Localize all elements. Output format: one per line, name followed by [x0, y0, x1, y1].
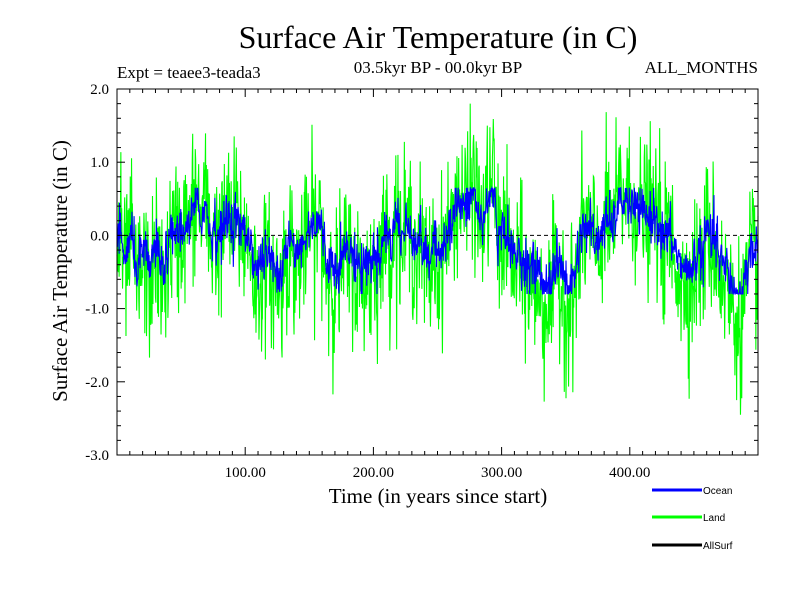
y-tick-label: -1.0 — [85, 302, 109, 318]
x-tick-labels: 100.00 200.00 300.00 400.00 — [225, 465, 651, 481]
x-tick-label: 400.00 — [609, 465, 650, 481]
y-axis-label: Surface Air Temperature (in C) — [48, 140, 72, 402]
series-ocean — [116, 185, 759, 296]
x-tick-label: 300.00 — [481, 465, 522, 481]
legend-label-land: Land — [703, 513, 725, 524]
chart-title: Surface Air Temperature (in C) — [239, 19, 638, 55]
y-tick-labels: 2.0 1.0 0.0 -1.0 -2.0 -3.0 — [85, 82, 109, 464]
y-tick-label: 0.0 — [90, 228, 109, 244]
x-tick-label: 200.00 — [353, 465, 394, 481]
plot-area: 100.00 200.00 300.00 400.00 2.0 1.0 0.0 -1.0 -2… — [85, 82, 759, 481]
legend-label-ocean: Ocean — [703, 486, 732, 497]
y-minor-ticks — [117, 88, 758, 456]
legend: Ocean Land AllSurf — [652, 486, 733, 552]
y-tick-label: 2.0 — [90, 82, 109, 98]
y-tick-label: -3.0 — [85, 448, 109, 464]
experiment-label: Expt = teaee3-teada3 — [117, 63, 261, 82]
series-line-land — [116, 103, 759, 415]
x-tick-label: 100.00 — [225, 465, 266, 481]
legend-item-land: Land — [652, 513, 725, 524]
legend-label-allsurf: AllSurf — [703, 541, 733, 552]
series-line-ocean — [116, 185, 759, 296]
legend-item-ocean: Ocean — [652, 486, 732, 497]
y-tick-label: -2.0 — [85, 375, 109, 391]
y-tick-label: 1.0 — [90, 155, 109, 171]
months-label: ALL_MONTHS — [645, 58, 758, 77]
period-label: 03.5kyr BP - 00.0kyr BP — [354, 58, 522, 77]
x-axis-label: Time (in years since start) — [329, 484, 548, 508]
series-land — [116, 103, 759, 415]
legend-item-allsurf: AllSurf — [652, 541, 733, 552]
x-minor-ticks — [129, 89, 746, 455]
